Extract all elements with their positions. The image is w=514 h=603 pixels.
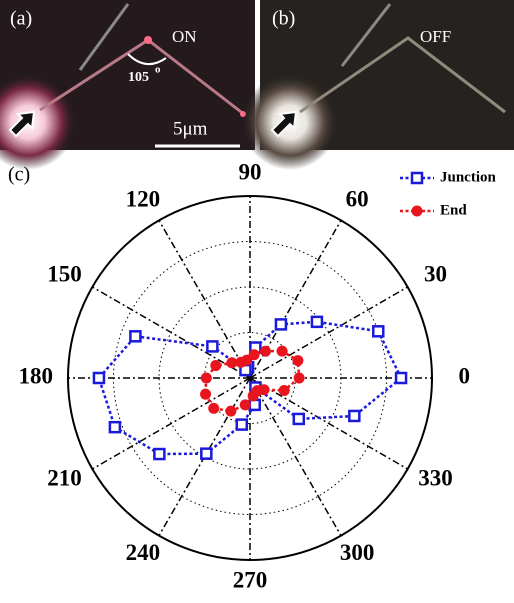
legend-marker [412,173,422,183]
marker [94,373,104,383]
marker [294,373,305,384]
angle-tick-label: 30 [424,261,447,286]
panel-label: (b) [272,8,295,30]
marker [312,317,322,327]
marker [250,400,260,410]
angle-tick-label: 0 [458,363,470,388]
state-label: OFF [420,27,451,46]
marker [226,357,237,368]
angle-superscript: o [155,64,161,76]
marker [210,360,221,371]
angle-tick-label: 60 [346,187,369,212]
marker [208,403,219,414]
angle-tick-label: 270 [233,567,268,592]
marker [207,341,217,351]
grid-spoke [159,220,250,378]
marker [130,331,140,341]
marker [276,319,286,329]
angle-tick-label: 210 [47,465,82,490]
grid-spoke [250,378,341,536]
angle-tick-label: 120 [126,187,161,212]
marker [279,385,290,396]
marker [396,373,406,383]
marker [258,384,269,395]
panel-label: (c) [8,164,30,186]
marker [201,449,211,459]
marker [154,449,164,459]
angle-tick-label: 300 [340,540,375,565]
grid-spoke [250,378,408,469]
marker [260,346,271,357]
legend-label: End [440,202,467,218]
legend-label: Junction [440,169,497,185]
marker [200,389,211,400]
marker [373,326,383,336]
spot [144,36,152,44]
marker [277,346,288,357]
marker [240,399,251,410]
marker [292,355,303,366]
polar-chart: 0 30 60 90 120 150 180 210 240 270 300 330 Junction E… [19,159,497,592]
panel-label: (a) [10,8,32,30]
angle-tick-label: 150 [47,261,82,286]
angle-tick-label: 180 [19,363,54,388]
marker [225,406,236,417]
legend-marker [412,206,423,217]
state-label: ON [172,27,197,46]
angle-label: 105 [128,70,149,85]
panel-a: (a) ON 105 o 5μm [0,0,255,170]
marker [237,420,247,430]
marker [110,422,120,432]
figure: (a) ON 105 o 5μm (b) OFF (c) 0 30 60 90 120 1… [0,0,514,603]
panel-b: (b) OFF [242,0,514,170]
marker [201,373,212,384]
marker [349,411,359,421]
angle-tick-label: 330 [418,465,453,490]
angle-tick-label: 90 [239,159,262,184]
angle-tick-label: 240 [126,540,161,565]
marker [294,414,304,424]
scale-bar-label: 5μm [173,118,208,139]
